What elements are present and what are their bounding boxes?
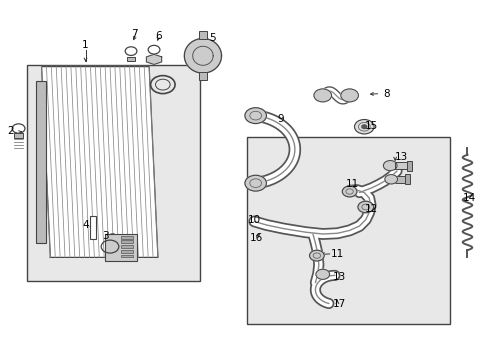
Bar bbox=[105, 234, 137, 261]
Bar bbox=[246, 137, 449, 324]
Text: 13: 13 bbox=[332, 272, 346, 282]
Bar bbox=[121, 236, 133, 239]
Polygon shape bbox=[41, 67, 158, 257]
Circle shape bbox=[384, 175, 397, 184]
Text: 5: 5 bbox=[209, 33, 216, 43]
Bar bbox=[126, 57, 135, 61]
Bar bbox=[27, 65, 200, 281]
Polygon shape bbox=[146, 54, 162, 64]
Circle shape bbox=[357, 201, 373, 213]
Text: 15: 15 bbox=[364, 121, 378, 131]
Circle shape bbox=[244, 175, 266, 191]
Circle shape bbox=[342, 186, 356, 197]
Text: 2: 2 bbox=[7, 126, 14, 136]
Bar bbox=[14, 133, 23, 138]
Text: 11: 11 bbox=[345, 179, 358, 189]
Text: 17: 17 bbox=[332, 299, 346, 309]
Bar bbox=[90, 216, 96, 239]
Text: 11: 11 bbox=[330, 249, 344, 259]
Bar bbox=[36, 81, 46, 243]
Text: 1: 1 bbox=[82, 40, 89, 50]
Text: 3: 3 bbox=[102, 231, 108, 241]
Bar bbox=[121, 240, 133, 243]
Text: 9: 9 bbox=[277, 114, 284, 124]
Circle shape bbox=[309, 250, 324, 261]
Circle shape bbox=[383, 161, 396, 171]
Text: 6: 6 bbox=[155, 31, 162, 41]
Circle shape bbox=[361, 125, 366, 129]
Circle shape bbox=[315, 269, 329, 279]
Bar bbox=[394, 176, 408, 183]
Circle shape bbox=[313, 89, 331, 102]
Text: 14: 14 bbox=[462, 193, 475, 203]
Bar bbox=[199, 31, 206, 39]
Bar bbox=[404, 174, 409, 184]
Text: 13: 13 bbox=[393, 152, 407, 162]
Text: 12: 12 bbox=[364, 204, 378, 214]
Text: 8: 8 bbox=[382, 89, 389, 99]
Bar bbox=[406, 161, 411, 171]
Text: 7: 7 bbox=[131, 29, 138, 39]
Text: 10: 10 bbox=[247, 215, 260, 225]
Text: 4: 4 bbox=[82, 220, 89, 230]
Circle shape bbox=[354, 120, 373, 134]
Bar bbox=[121, 245, 133, 248]
Bar bbox=[199, 72, 206, 80]
Bar bbox=[394, 162, 409, 169]
Bar bbox=[121, 255, 133, 257]
Bar bbox=[121, 250, 133, 253]
Polygon shape bbox=[184, 39, 221, 73]
Text: 16: 16 bbox=[249, 233, 263, 243]
Circle shape bbox=[244, 108, 266, 123]
Circle shape bbox=[340, 89, 358, 102]
